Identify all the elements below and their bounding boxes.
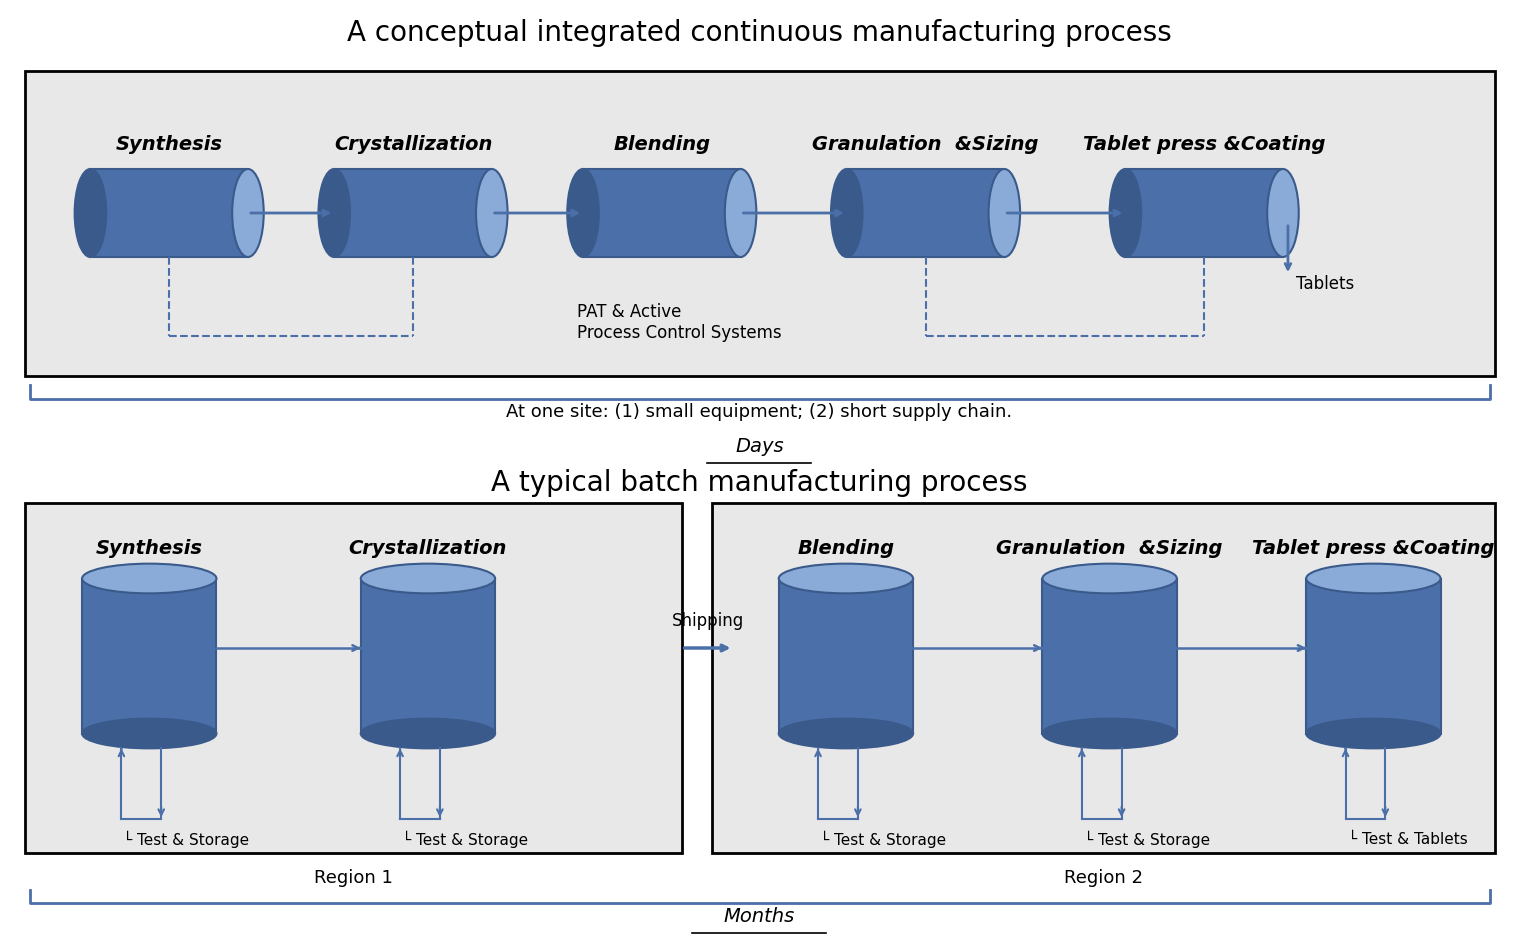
Text: Blending: Blending xyxy=(614,135,710,154)
Text: Crystallization: Crystallization xyxy=(334,135,492,154)
Text: Synthesis: Synthesis xyxy=(116,135,223,154)
Ellipse shape xyxy=(1043,564,1177,594)
Text: Synthesis: Synthesis xyxy=(96,539,203,559)
Text: └ Test & Storage: └ Test & Storage xyxy=(124,830,249,848)
Text: └ Test & Storage: └ Test & Storage xyxy=(1084,830,1209,848)
Ellipse shape xyxy=(779,564,913,594)
Bar xyxy=(1043,579,1177,733)
Bar xyxy=(1125,169,1283,257)
FancyBboxPatch shape xyxy=(24,71,1495,376)
Text: Tablet press &Coating: Tablet press &Coating xyxy=(1252,539,1495,559)
Text: └ Test & Storage: └ Test & Storage xyxy=(402,830,528,848)
Text: Blending: Blending xyxy=(797,539,895,559)
Text: Tablets: Tablets xyxy=(1296,275,1354,293)
Ellipse shape xyxy=(1267,169,1299,257)
Text: Region 2: Region 2 xyxy=(1064,869,1142,887)
Text: At one site: (1) small equipment; (2) short supply chain.: At one site: (1) small equipment; (2) sh… xyxy=(507,403,1012,421)
Text: Days: Days xyxy=(734,437,783,456)
Ellipse shape xyxy=(725,169,756,257)
Text: Shipping: Shipping xyxy=(672,612,744,630)
Ellipse shape xyxy=(779,719,913,748)
Text: └ Test & Tablets: └ Test & Tablets xyxy=(1347,832,1467,847)
FancyBboxPatch shape xyxy=(24,503,681,853)
Text: PAT & Active
Process Control Systems: PAT & Active Process Control Systems xyxy=(577,303,782,342)
Text: Region 1: Region 1 xyxy=(315,869,392,887)
Text: Months: Months xyxy=(724,907,796,926)
Ellipse shape xyxy=(232,169,264,257)
Ellipse shape xyxy=(82,564,217,594)
Bar xyxy=(334,169,492,257)
Bar xyxy=(90,169,247,257)
Ellipse shape xyxy=(319,169,350,257)
Ellipse shape xyxy=(831,169,863,257)
Ellipse shape xyxy=(476,169,507,257)
Ellipse shape xyxy=(1306,564,1440,594)
Bar xyxy=(847,169,1005,257)
Ellipse shape xyxy=(567,169,599,257)
FancyBboxPatch shape xyxy=(712,503,1495,853)
Text: A conceptual integrated continuous manufacturing process: A conceptual integrated continuous manuf… xyxy=(347,19,1171,47)
Text: Granulation  &Sizing: Granulation &Sizing xyxy=(812,135,1038,154)
Ellipse shape xyxy=(1306,719,1440,748)
Text: A typical batch manufacturing process: A typical batch manufacturing process xyxy=(492,469,1028,497)
Text: └ Test & Storage: └ Test & Storage xyxy=(820,830,947,848)
Bar xyxy=(360,579,495,733)
Ellipse shape xyxy=(360,564,495,594)
Bar xyxy=(583,169,741,257)
Text: Granulation  &Sizing: Granulation &Sizing xyxy=(997,539,1223,559)
Ellipse shape xyxy=(988,169,1020,257)
Bar xyxy=(779,579,913,733)
Ellipse shape xyxy=(1110,169,1141,257)
Bar xyxy=(82,579,217,733)
Ellipse shape xyxy=(360,719,495,748)
Ellipse shape xyxy=(1043,719,1177,748)
Ellipse shape xyxy=(75,169,107,257)
Text: Crystallization: Crystallization xyxy=(348,539,507,559)
Bar xyxy=(1306,579,1440,733)
Ellipse shape xyxy=(82,719,217,748)
Text: Tablet press &Coating: Tablet press &Coating xyxy=(1083,135,1325,154)
